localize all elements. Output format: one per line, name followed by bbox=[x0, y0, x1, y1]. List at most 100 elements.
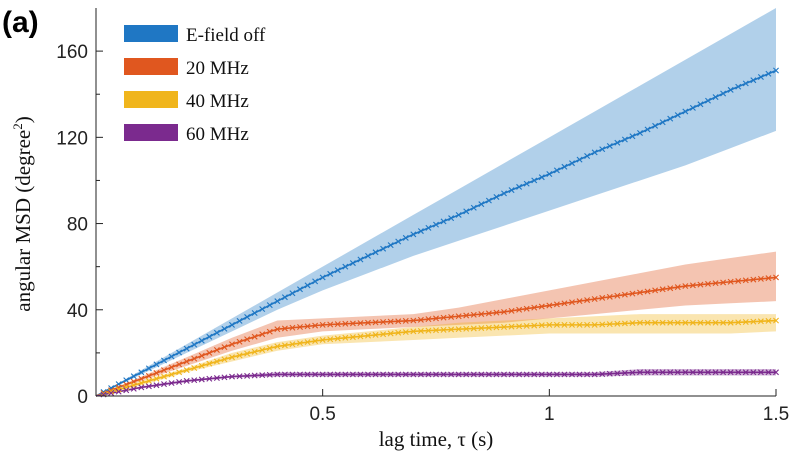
data-point bbox=[274, 298, 281, 305]
data-point bbox=[281, 342, 288, 349]
data-point bbox=[161, 373, 167, 380]
x-ticks: 0.5 1 1.5 bbox=[309, 389, 789, 425]
data-point bbox=[319, 321, 326, 328]
data-point bbox=[221, 374, 228, 381]
data-point bbox=[644, 369, 651, 376]
data-point bbox=[493, 324, 500, 331]
data-point bbox=[629, 320, 636, 327]
data-point bbox=[735, 319, 742, 326]
data-point bbox=[448, 371, 455, 378]
data-point bbox=[168, 364, 175, 371]
data-point bbox=[357, 320, 364, 327]
data-point bbox=[440, 314, 447, 321]
data-point bbox=[553, 321, 560, 328]
legend-label: E-field off bbox=[186, 25, 266, 46]
data-point bbox=[168, 380, 175, 387]
data-point bbox=[720, 279, 727, 286]
data-point bbox=[712, 319, 719, 326]
data-point bbox=[531, 322, 538, 329]
data-point bbox=[266, 371, 273, 378]
data-point bbox=[312, 338, 319, 345]
data-point bbox=[123, 387, 130, 394]
data-point bbox=[380, 331, 387, 338]
data-point bbox=[395, 329, 402, 336]
data-point bbox=[319, 274, 326, 281]
data-point bbox=[380, 319, 387, 325]
data-point bbox=[342, 334, 349, 341]
data-point bbox=[229, 373, 235, 380]
data-point bbox=[561, 300, 568, 307]
data-point bbox=[584, 371, 591, 378]
data-point bbox=[410, 371, 417, 378]
data-point bbox=[659, 319, 666, 326]
data-point bbox=[349, 371, 356, 378]
data-point bbox=[357, 333, 364, 340]
data-point bbox=[621, 291, 628, 298]
data-point bbox=[493, 309, 500, 316]
data-point bbox=[402, 371, 409, 378]
data-point bbox=[433, 371, 439, 378]
data-point bbox=[448, 215, 455, 222]
data-point bbox=[599, 294, 606, 301]
data-point bbox=[637, 130, 643, 137]
data-point bbox=[591, 149, 598, 156]
data-point bbox=[455, 326, 462, 333]
data-point bbox=[433, 221, 439, 228]
y-tick-label: 80 bbox=[67, 215, 88, 236]
data-point bbox=[259, 372, 266, 379]
data-point bbox=[629, 369, 636, 376]
data-point bbox=[667, 319, 674, 326]
data-point bbox=[712, 94, 719, 101]
data-point bbox=[312, 371, 319, 378]
data-point bbox=[334, 267, 341, 274]
data-point bbox=[289, 341, 296, 348]
data-point bbox=[176, 379, 183, 385]
data-point bbox=[591, 371, 598, 378]
data-point bbox=[599, 146, 606, 153]
data-point bbox=[417, 371, 424, 378]
data-point bbox=[485, 324, 492, 331]
data-point bbox=[705, 280, 711, 287]
data-point bbox=[773, 274, 779, 281]
data-point bbox=[485, 310, 492, 317]
data-point bbox=[606, 321, 613, 328]
data-point bbox=[176, 369, 183, 376]
data-point bbox=[229, 354, 235, 361]
data-point bbox=[387, 371, 394, 378]
data-point bbox=[569, 321, 575, 328]
data-point bbox=[637, 319, 643, 326]
data-point bbox=[652, 319, 659, 326]
data-point bbox=[561, 321, 568, 328]
data-point bbox=[198, 337, 205, 344]
data-point bbox=[523, 322, 530, 329]
marker-group-series-3 bbox=[100, 369, 779, 398]
data-point bbox=[614, 139, 621, 146]
data-point bbox=[259, 306, 266, 313]
data-point bbox=[591, 296, 598, 302]
data-point bbox=[531, 177, 538, 184]
data-point bbox=[304, 282, 311, 289]
data-point bbox=[576, 156, 583, 163]
data-point bbox=[546, 371, 553, 378]
data-point bbox=[757, 275, 764, 282]
data-point bbox=[251, 372, 258, 379]
data-point bbox=[463, 312, 470, 319]
marker-group-series-1 bbox=[100, 274, 779, 397]
data-point bbox=[478, 325, 485, 332]
data-point bbox=[236, 373, 243, 380]
data-point bbox=[689, 282, 696, 289]
data-point bbox=[138, 380, 145, 387]
data-point bbox=[410, 328, 417, 335]
data-point bbox=[334, 335, 341, 342]
data-point bbox=[689, 104, 696, 111]
data-point bbox=[387, 318, 394, 325]
data-point bbox=[410, 317, 417, 324]
data-point bbox=[463, 208, 470, 215]
data-point bbox=[266, 328, 273, 335]
y-ticks: 0 40 80 120 160 bbox=[56, 42, 103, 408]
data-point bbox=[493, 193, 500, 200]
data-point bbox=[546, 302, 553, 309]
data-point bbox=[584, 321, 591, 328]
data-point bbox=[553, 301, 560, 308]
data-point bbox=[281, 325, 288, 332]
